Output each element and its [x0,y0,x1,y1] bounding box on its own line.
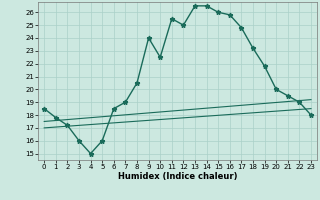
X-axis label: Humidex (Indice chaleur): Humidex (Indice chaleur) [118,172,237,181]
